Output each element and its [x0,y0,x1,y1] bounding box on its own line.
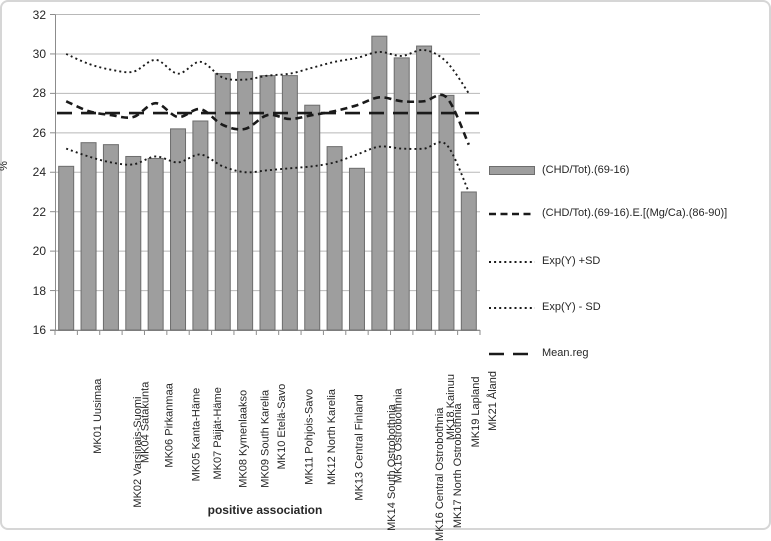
bar [416,45,433,331]
x-axis-label: MK15 Ostrobothnia [392,388,405,484]
x-axis-label: MK12 North Karelia [325,389,338,485]
legend-label: (CHD/Tot).(69-16) [542,164,630,176]
x-axis-label: MK21 Åland [486,370,499,431]
bar [304,104,321,331]
legend-label: Exp(Y) - SD [542,301,601,313]
bar [192,120,209,331]
bar [438,94,455,331]
y-axis-tick-label: 30 [32,46,46,61]
x-axis-label: MK13 Central Finland [353,394,366,501]
bar [393,57,410,331]
y-axis-tick-label: 26 [32,125,46,140]
y-axis-unit-label: % [0,161,10,171]
bar [125,155,142,331]
x-axis-label: MK01 Uusimaa [91,378,104,454]
x-axis-label: MK06 Pirkanmaa [163,383,176,468]
x-axis-label: MK18 Kainuu [445,374,458,441]
y-axis-tick-label: 22 [32,204,46,219]
x-axis-label: MK08 Kymenlaakso [237,389,250,488]
bar [326,146,343,331]
x-axis-label: MK10 Etelä-Savo [275,383,288,470]
x-axis-label: MK07 Päijät-Häme [212,387,225,480]
chart-plot-area [50,14,481,335]
legend-marker-long-dash-line [489,352,535,356]
bar [460,191,477,331]
legend-marker-dashed-line [489,212,535,216]
legend-item: Mean.reg [489,346,588,361]
legend-label: Exp(Y) +SD [542,255,601,267]
bar [170,128,187,331]
series-line-dashed-line [65,93,470,146]
bar [214,73,231,331]
x-axis-label: MK05 Kanta-Häme [190,387,203,482]
bar [237,71,254,331]
bar [58,165,75,331]
legend-marker-dotted-line [489,307,535,309]
legend-item: Exp(Y) +SD [489,254,600,269]
bar [281,75,298,331]
legend-marker-dotted-line [489,261,535,263]
x-axis-label: MK04 Satakunta [139,381,152,464]
y-axis-tick-label: 18 [32,283,46,298]
y-axis-tick-label: 24 [32,165,46,180]
bar [259,75,276,331]
bar [371,35,388,331]
x-axis-label: MK19 Lapland [469,376,482,448]
bar [102,144,119,331]
bar [348,167,365,331]
y-axis-tick-label: 16 [32,323,46,337]
bar [80,142,97,331]
legend-label: Mean.reg [542,347,589,359]
x-axis-title: positive association [207,503,323,517]
bar [147,157,164,331]
x-axis-label: MK09 South Karelia [259,389,272,488]
legend-marker-bar [489,166,535,175]
y-axis-tick-label: 20 [32,244,46,259]
legend-item: (CHD/Tot).(69-16) [489,163,629,178]
x-axis-label: MK11 Pohjois-Savo [303,388,316,485]
legend-item: (CHD/Tot).(69-16).E.[(Mg/Ca).(86-90)] [489,206,727,221]
legend-label: (CHD/Tot).(69-16).E.[(Mg/Ca).(86-90)] [542,207,728,219]
legend-item: Exp(Y) - SD [489,300,601,315]
y-axis-tick-label: 32 [32,7,46,22]
series-line-dotted-line [65,49,470,94]
y-axis-tick-label: 28 [32,86,46,101]
